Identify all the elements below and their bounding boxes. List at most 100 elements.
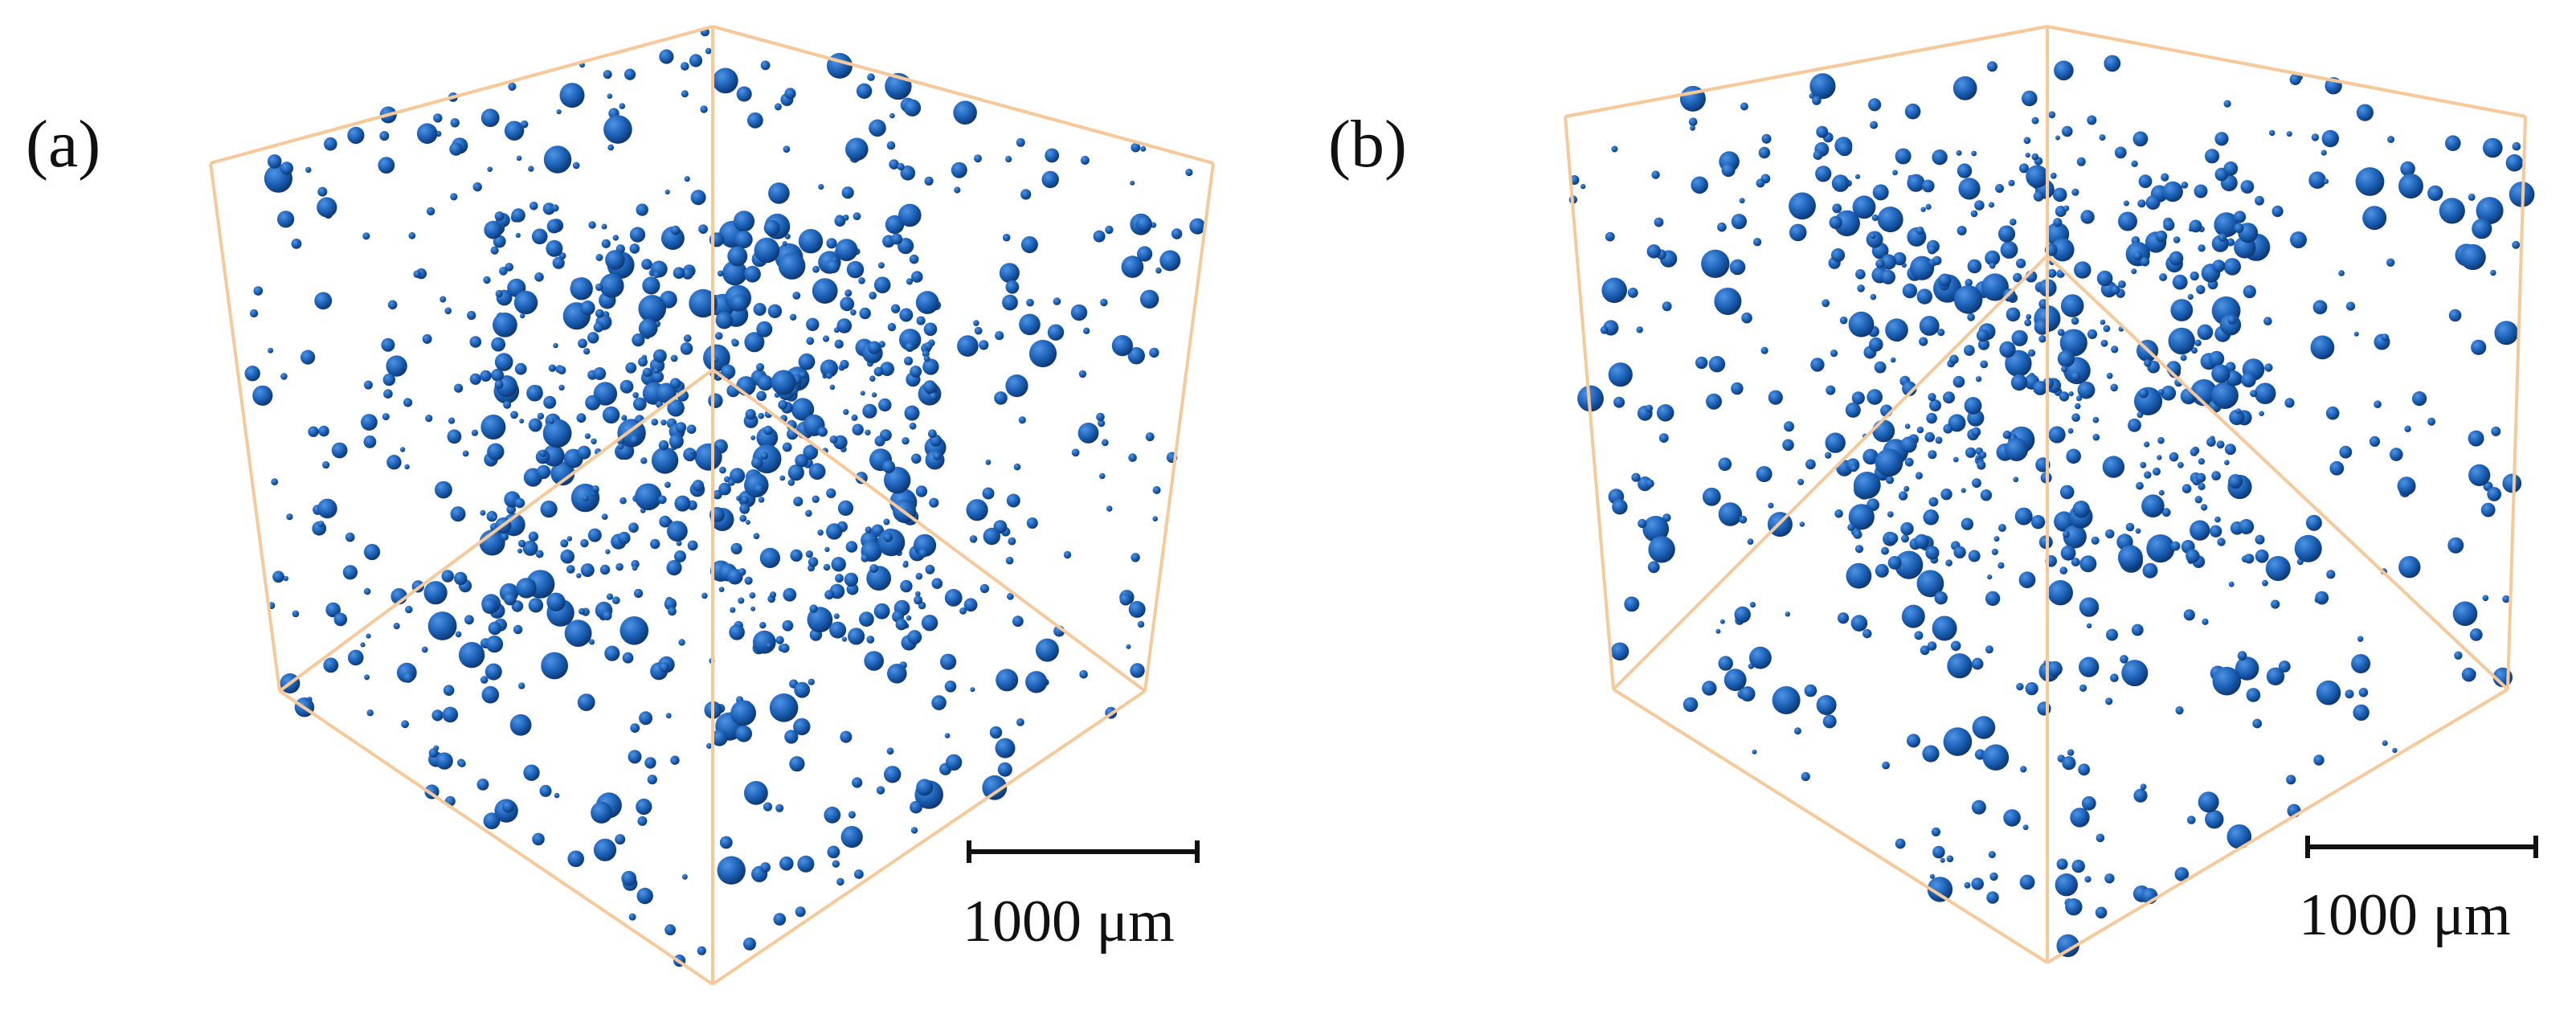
pore — [1642, 516, 1670, 542]
pore — [759, 622, 767, 629]
pore — [2390, 448, 2403, 461]
pore — [1938, 273, 1952, 287]
pore — [1149, 347, 1159, 358]
pore — [769, 591, 777, 599]
pore — [1881, 546, 1889, 555]
pore — [2106, 628, 2118, 641]
pore — [509, 713, 532, 736]
pore — [1965, 279, 1973, 287]
pore — [751, 456, 763, 469]
pore — [2218, 233, 2227, 242]
pore — [808, 557, 819, 567]
pore — [653, 367, 660, 374]
pore — [450, 118, 460, 128]
pore — [1005, 280, 1020, 294]
pore — [1723, 669, 1747, 692]
pore — [705, 47, 712, 55]
pore — [2063, 530, 2070, 538]
pore — [2013, 272, 2022, 283]
pore — [1847, 523, 1855, 531]
pore — [1789, 223, 1807, 242]
pore — [2211, 364, 2230, 383]
pore — [1608, 362, 1633, 387]
pore — [682, 873, 688, 880]
pore — [1979, 451, 1987, 459]
pore — [535, 550, 544, 558]
pore — [2063, 205, 2070, 211]
pore — [2092, 416, 2100, 423]
pore — [637, 816, 648, 826]
pore — [1139, 289, 1159, 309]
pore — [2326, 570, 2336, 579]
pore — [1739, 198, 1745, 204]
pore — [500, 532, 509, 542]
pore — [1869, 337, 1883, 352]
pore — [2099, 134, 2106, 141]
pore — [744, 265, 761, 283]
pore — [601, 239, 611, 248]
pore — [1816, 125, 1829, 138]
pore — [2312, 300, 2328, 315]
pore — [730, 700, 756, 726]
pore — [435, 480, 452, 499]
pore — [773, 913, 787, 926]
pore — [2200, 504, 2208, 511]
pore — [683, 448, 697, 462]
pore — [791, 398, 815, 421]
pore — [1837, 612, 1850, 624]
pore — [1760, 346, 1768, 354]
pore — [1875, 259, 1885, 268]
pore — [619, 103, 626, 109]
pore — [983, 527, 1001, 546]
pore — [1834, 509, 1843, 518]
pore — [508, 82, 517, 91]
pore — [2494, 321, 2519, 345]
pore — [906, 615, 912, 621]
pore — [1731, 214, 1747, 230]
pore — [1741, 312, 1752, 324]
pore — [314, 292, 333, 310]
pore — [1111, 335, 1133, 357]
pore — [829, 384, 836, 390]
pore — [2025, 682, 2038, 696]
pore — [2118, 280, 2126, 288]
pore — [2194, 339, 2202, 346]
pore — [1946, 855, 1954, 863]
pore — [1870, 233, 1876, 239]
pore — [618, 531, 631, 545]
pore — [2353, 331, 2359, 337]
pore — [1958, 178, 1981, 200]
pore — [593, 367, 607, 380]
pore — [1997, 225, 2016, 243]
pore — [659, 49, 674, 64]
pore — [366, 709, 374, 717]
pore — [1923, 509, 1939, 525]
pore — [798, 353, 816, 370]
pore — [1005, 156, 1012, 163]
pore — [642, 276, 660, 295]
pore — [675, 422, 687, 433]
pore — [1026, 517, 1038, 529]
pore — [1761, 133, 1772, 144]
pore — [485, 635, 504, 653]
box-edge — [711, 368, 1147, 693]
pore — [493, 313, 517, 337]
pore — [491, 368, 504, 382]
pore — [2170, 299, 2194, 321]
pore — [658, 495, 667, 505]
pore — [2078, 763, 2091, 776]
pore — [910, 827, 918, 834]
pore — [2269, 129, 2275, 137]
pore — [595, 309, 604, 318]
pore — [2158, 389, 2165, 395]
pore — [606, 593, 614, 600]
scale-bar-label-b: 1000 μm — [2299, 882, 2511, 948]
pore — [758, 497, 765, 503]
pore — [869, 564, 879, 573]
pore — [2059, 329, 2087, 357]
pore — [499, 267, 508, 276]
pore — [1967, 313, 1975, 321]
pore — [628, 522, 639, 533]
pore — [636, 798, 652, 816]
pore — [546, 239, 563, 257]
